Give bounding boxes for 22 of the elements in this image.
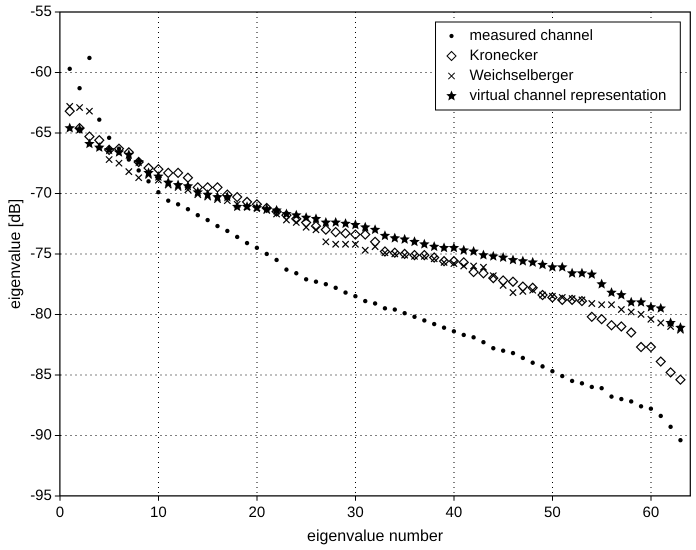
legend-label: Kronecker xyxy=(470,47,538,64)
legend-label: Weichselberger xyxy=(470,67,574,84)
y-tick-label: -80 xyxy=(30,306,52,323)
y-axis-title: eigenvalue [dB] xyxy=(7,198,24,310)
x-tick-label: 0 xyxy=(56,504,64,521)
y-tick-label: -95 xyxy=(30,486,52,504)
y-tick-label: -65 xyxy=(30,124,52,142)
y-tick-label: -85 xyxy=(30,366,52,383)
x-tick-label: 30 xyxy=(347,504,364,521)
x-tick-label: 50 xyxy=(544,504,561,521)
y-tick-label: -75 xyxy=(30,245,52,262)
x-tick-label: 20 xyxy=(248,504,266,521)
x-tick-label: 40 xyxy=(446,504,462,521)
x-axis-title: eigenvalue number xyxy=(307,528,444,545)
y-tick-label: -60 xyxy=(30,64,52,81)
x-tick-label: 60 xyxy=(642,504,660,521)
y-tick-label: -70 xyxy=(30,184,52,202)
x-tick-label: 10 xyxy=(150,504,167,521)
y-tick-label: -55 xyxy=(30,3,52,20)
legend-label: virtual channel representation xyxy=(470,87,666,104)
y-tick-label: -90 xyxy=(30,426,52,444)
legend-label: measured channel xyxy=(470,27,593,44)
